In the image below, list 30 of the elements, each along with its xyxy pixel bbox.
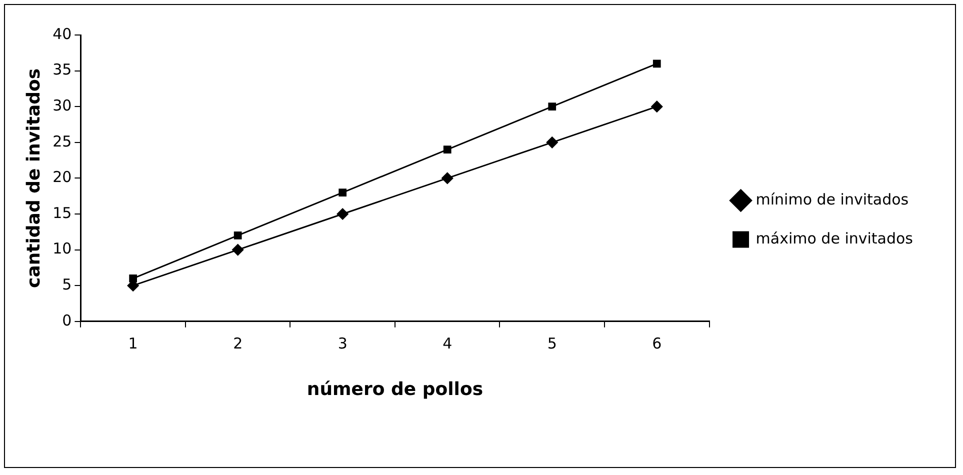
point [232, 244, 244, 256]
y-tick-label: 15 [52, 204, 72, 222]
x-tick-label: 6 [652, 334, 662, 352]
x-tick-label: 4 [442, 334, 452, 352]
point [548, 102, 556, 111]
point [338, 188, 347, 196]
point [234, 232, 242, 240]
point [129, 274, 137, 282]
y-tick-label: 40 [52, 24, 72, 43]
x-tick-label: 5 [547, 334, 557, 352]
point [442, 172, 454, 184]
y-tick-label: 25 [52, 132, 72, 150]
y-axis-title: cantidad de invitados [23, 68, 44, 288]
y-tick-label: 35 [52, 60, 72, 79]
y-tick-label: 5 [62, 275, 72, 294]
point [443, 146, 452, 154]
point [546, 136, 558, 148]
y-tick-label: 10 [52, 240, 72, 258]
point [652, 60, 661, 68]
legend-label: mínimo de invitados [756, 190, 909, 208]
y-tick-label: 0 [62, 311, 72, 330]
legend-label: máximo de invitados [756, 229, 914, 248]
y-tick-label: 30 [52, 96, 72, 114]
point [336, 208, 348, 220]
point [651, 100, 663, 112]
x-tick-label: 1 [128, 334, 138, 352]
y-tick-label: 20 [52, 168, 72, 186]
x-axis-title: número de pollos [306, 378, 484, 400]
x-tick-label: 3 [338, 334, 348, 352]
x-tick-label: 2 [233, 334, 243, 352]
